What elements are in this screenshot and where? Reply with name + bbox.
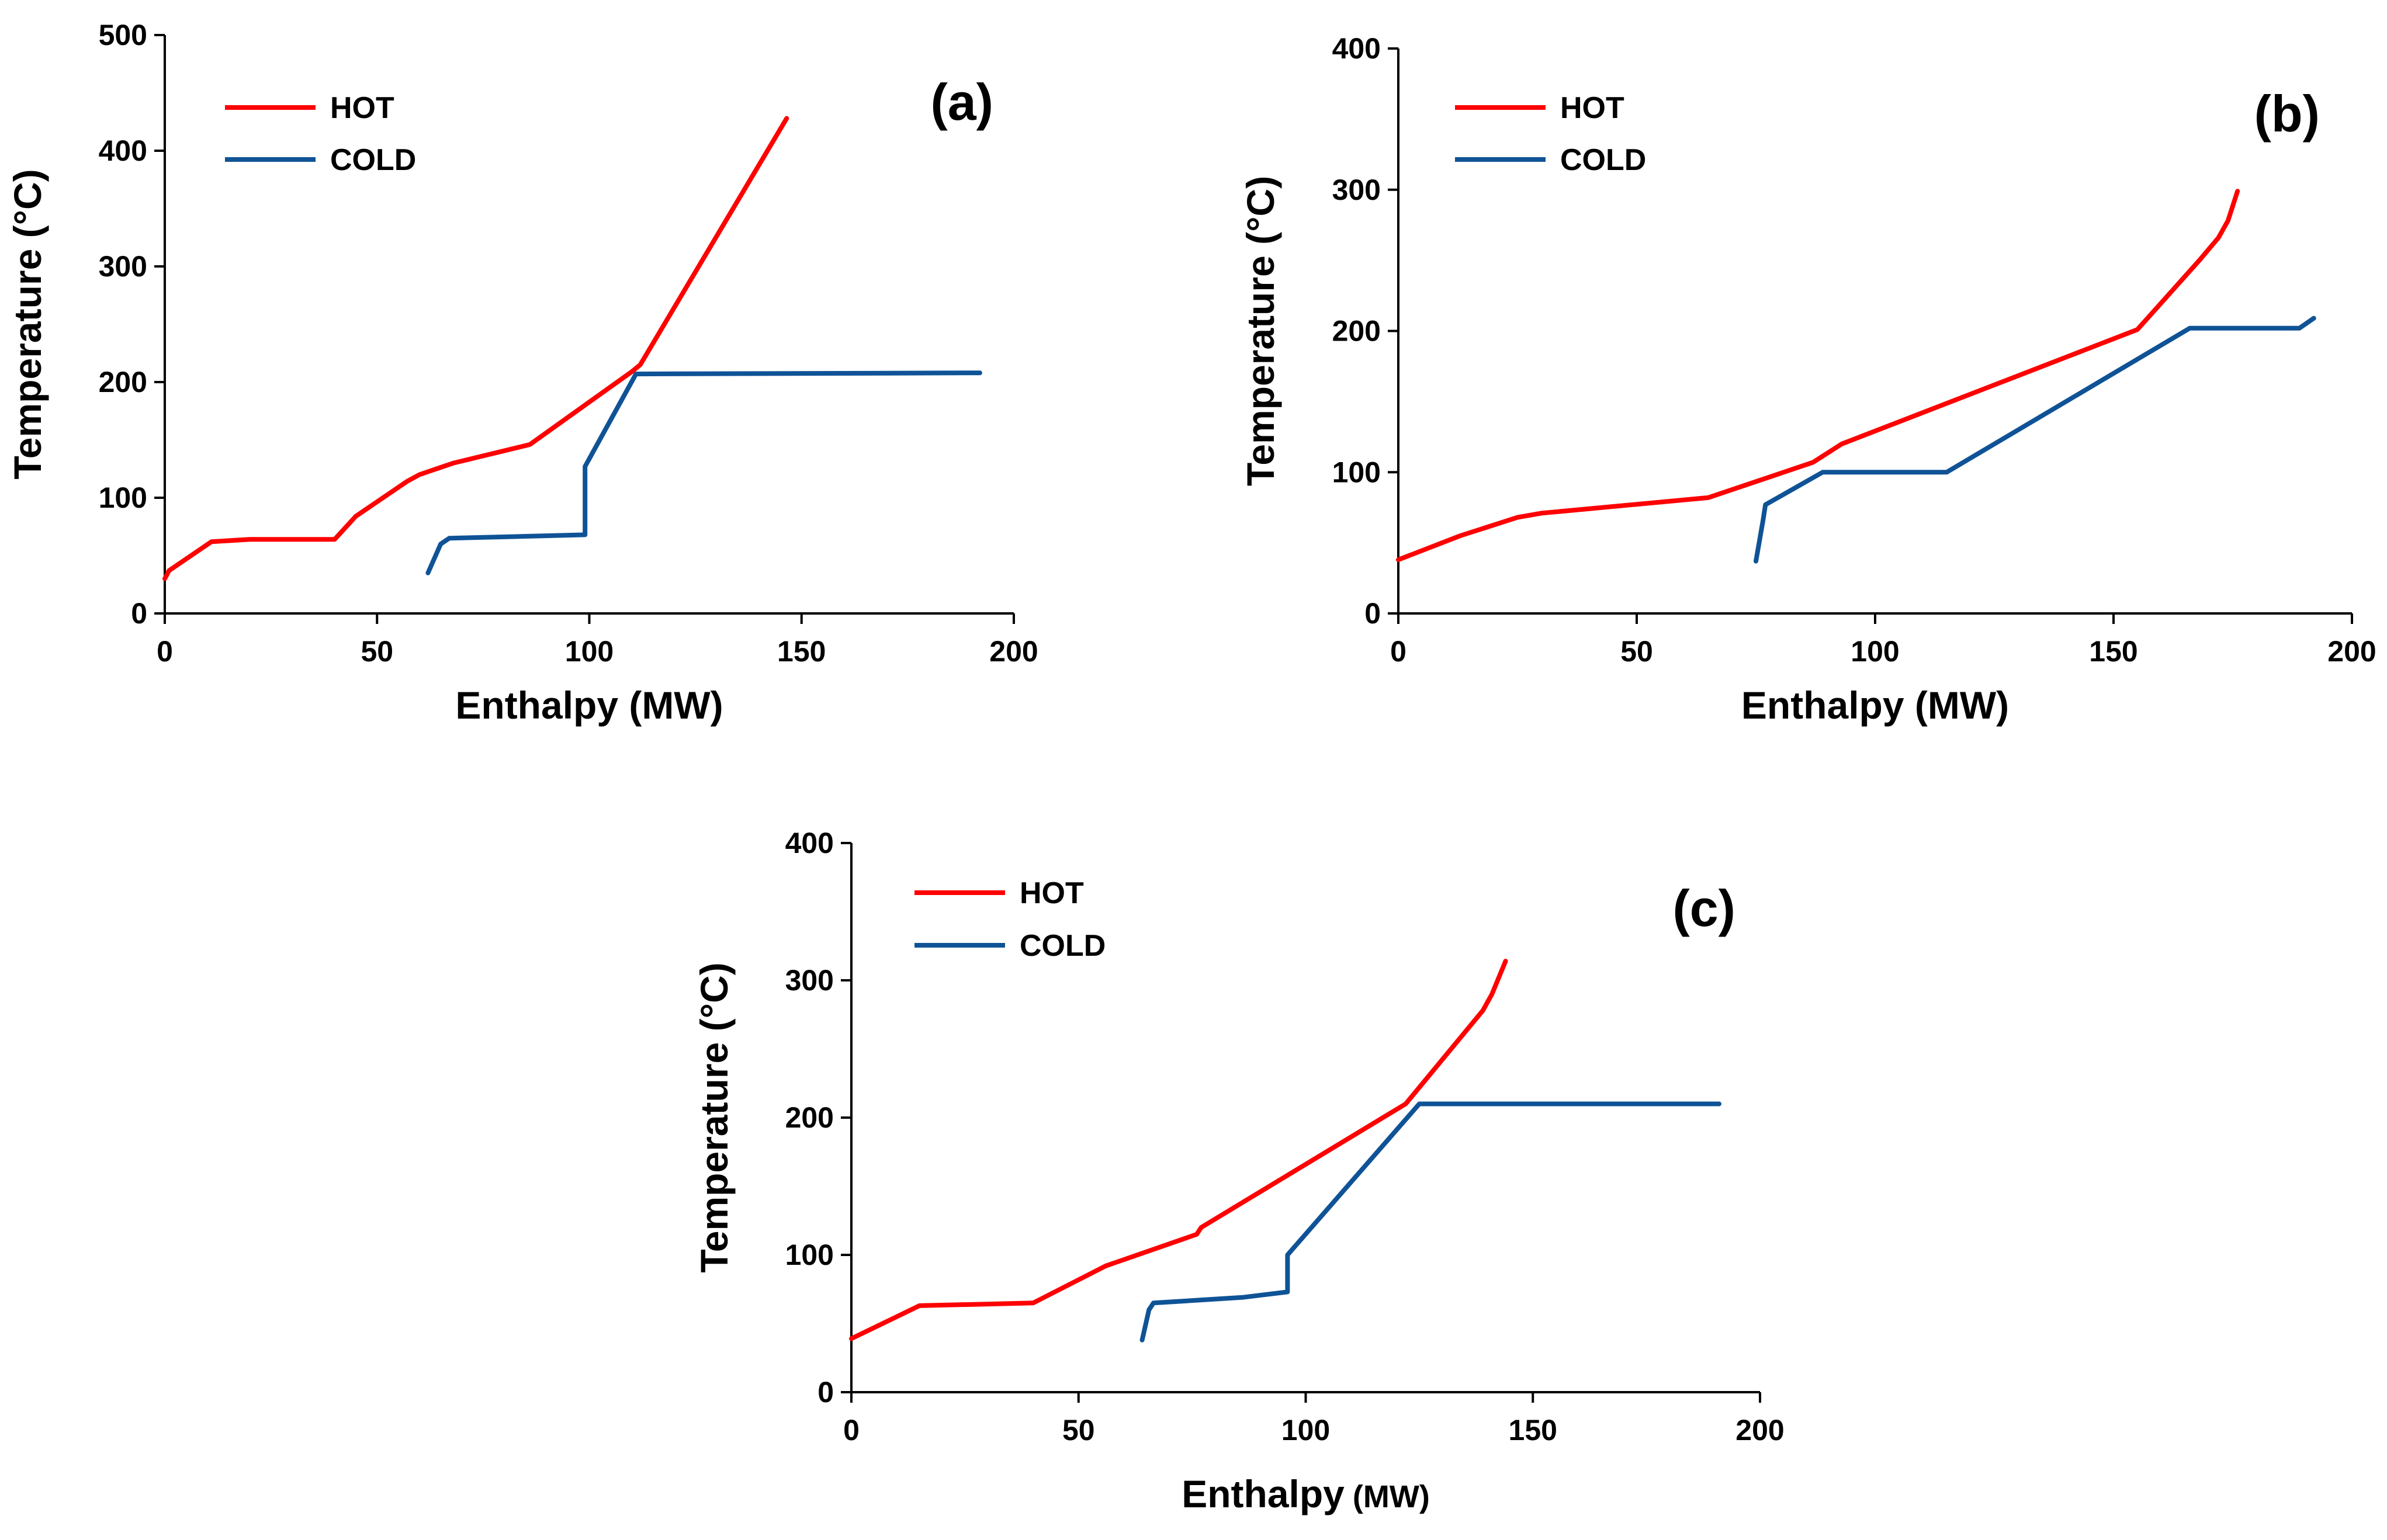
x-tick-label: 0	[843, 1414, 860, 1447]
y-tick-label: 0	[1364, 597, 1381, 630]
y-tick-label: 100	[1332, 456, 1381, 488]
x-tick-label: 150	[1509, 1414, 1557, 1447]
x-axis-unit: (MW)	[1353, 1479, 1430, 1514]
panel-label: (c)	[1672, 879, 1735, 937]
x-tick-label: 150	[777, 635, 826, 668]
y-tick-label: 300	[785, 964, 834, 997]
series-line-cold	[425, 370, 982, 575]
y-tick-label: 200	[785, 1101, 834, 1134]
legend-label-cold: COLD	[1020, 929, 1106, 963]
y-tick-label: 400	[99, 134, 147, 167]
x-tick-label: 100	[1851, 635, 1899, 668]
y-axis-title: Temperature (°C)	[692, 962, 736, 1272]
series-line-cold	[1754, 315, 2316, 564]
chart-panel-a: 0 100 200 300 400 500 0 50 100 150 200 Enthalpy (MW…	[6, 19, 1038, 727]
chart-panel-b: 0 100 200 300 400 0 50 100 150 200 Enthalpy (MW) Te…	[1239, 32, 2376, 727]
x-tick-label: 200	[2327, 635, 2376, 668]
y-tick-label: 200	[99, 366, 147, 398]
y-tick-label: 0	[131, 597, 147, 630]
x-tick-label: 200	[989, 635, 1038, 668]
x-tick-label: 100	[565, 635, 614, 668]
x-tick-label: 100	[1281, 1414, 1330, 1447]
y-tick-label: 0	[817, 1376, 834, 1409]
y-axis-title: Temperature (°C)	[6, 169, 49, 479]
x-axis-title: Enthalpy (MW)	[455, 684, 723, 727]
x-tick-label: 200	[1735, 1414, 1784, 1447]
x-axis-title-text: Enthalpy	[1182, 1472, 1345, 1515]
y-axis-title: Temperature (°C)	[1239, 176, 1282, 486]
series-line-cold	[1139, 1101, 1721, 1343]
y-tick-label: 400	[785, 827, 834, 859]
y-tick-label: 300	[99, 250, 147, 283]
y-tick-label: 500	[99, 19, 147, 51]
x-tick-label: 50	[1062, 1414, 1095, 1447]
chart-panel-c: 0 100 200 300 400 0 50 100 150 200 Enthalpy (MW) Tem…	[692, 827, 1785, 1515]
legend-label-hot: HOT	[330, 91, 394, 125]
x-tick-label: 50	[1620, 635, 1653, 668]
y-tick-label: 100	[785, 1239, 834, 1271]
legend-label-hot: HOT	[1020, 876, 1084, 910]
x-axis-title: Enthalpy (MW)	[1182, 1472, 1430, 1515]
legend-label-cold: COLD	[1560, 143, 1646, 177]
series-line-hot	[849, 959, 1508, 1341]
x-tick-label: 0	[1390, 635, 1406, 668]
x-tick-label: 0	[157, 635, 173, 668]
x-axis-title-text: Enthalpy (MW)	[1741, 684, 2009, 727]
panel-label: (a)	[930, 73, 993, 131]
y-tick-label: 200	[1332, 315, 1381, 348]
legend-label-hot: HOT	[1560, 91, 1624, 125]
x-tick-label: 150	[2089, 635, 2137, 668]
series-line-hot	[162, 116, 789, 581]
panel-label: (b)	[2254, 85, 2320, 143]
y-tick-label: 300	[1332, 174, 1381, 206]
legend-label-cold: COLD	[330, 143, 416, 177]
series-line-hot	[1396, 189, 2240, 563]
x-axis-title-text: Enthalpy (MW)	[455, 684, 723, 727]
y-tick-label: 100	[99, 481, 147, 514]
x-tick-label: 50	[361, 635, 393, 668]
x-axis-title: Enthalpy (MW)	[1741, 684, 2009, 727]
y-tick-label: 400	[1332, 32, 1381, 65]
